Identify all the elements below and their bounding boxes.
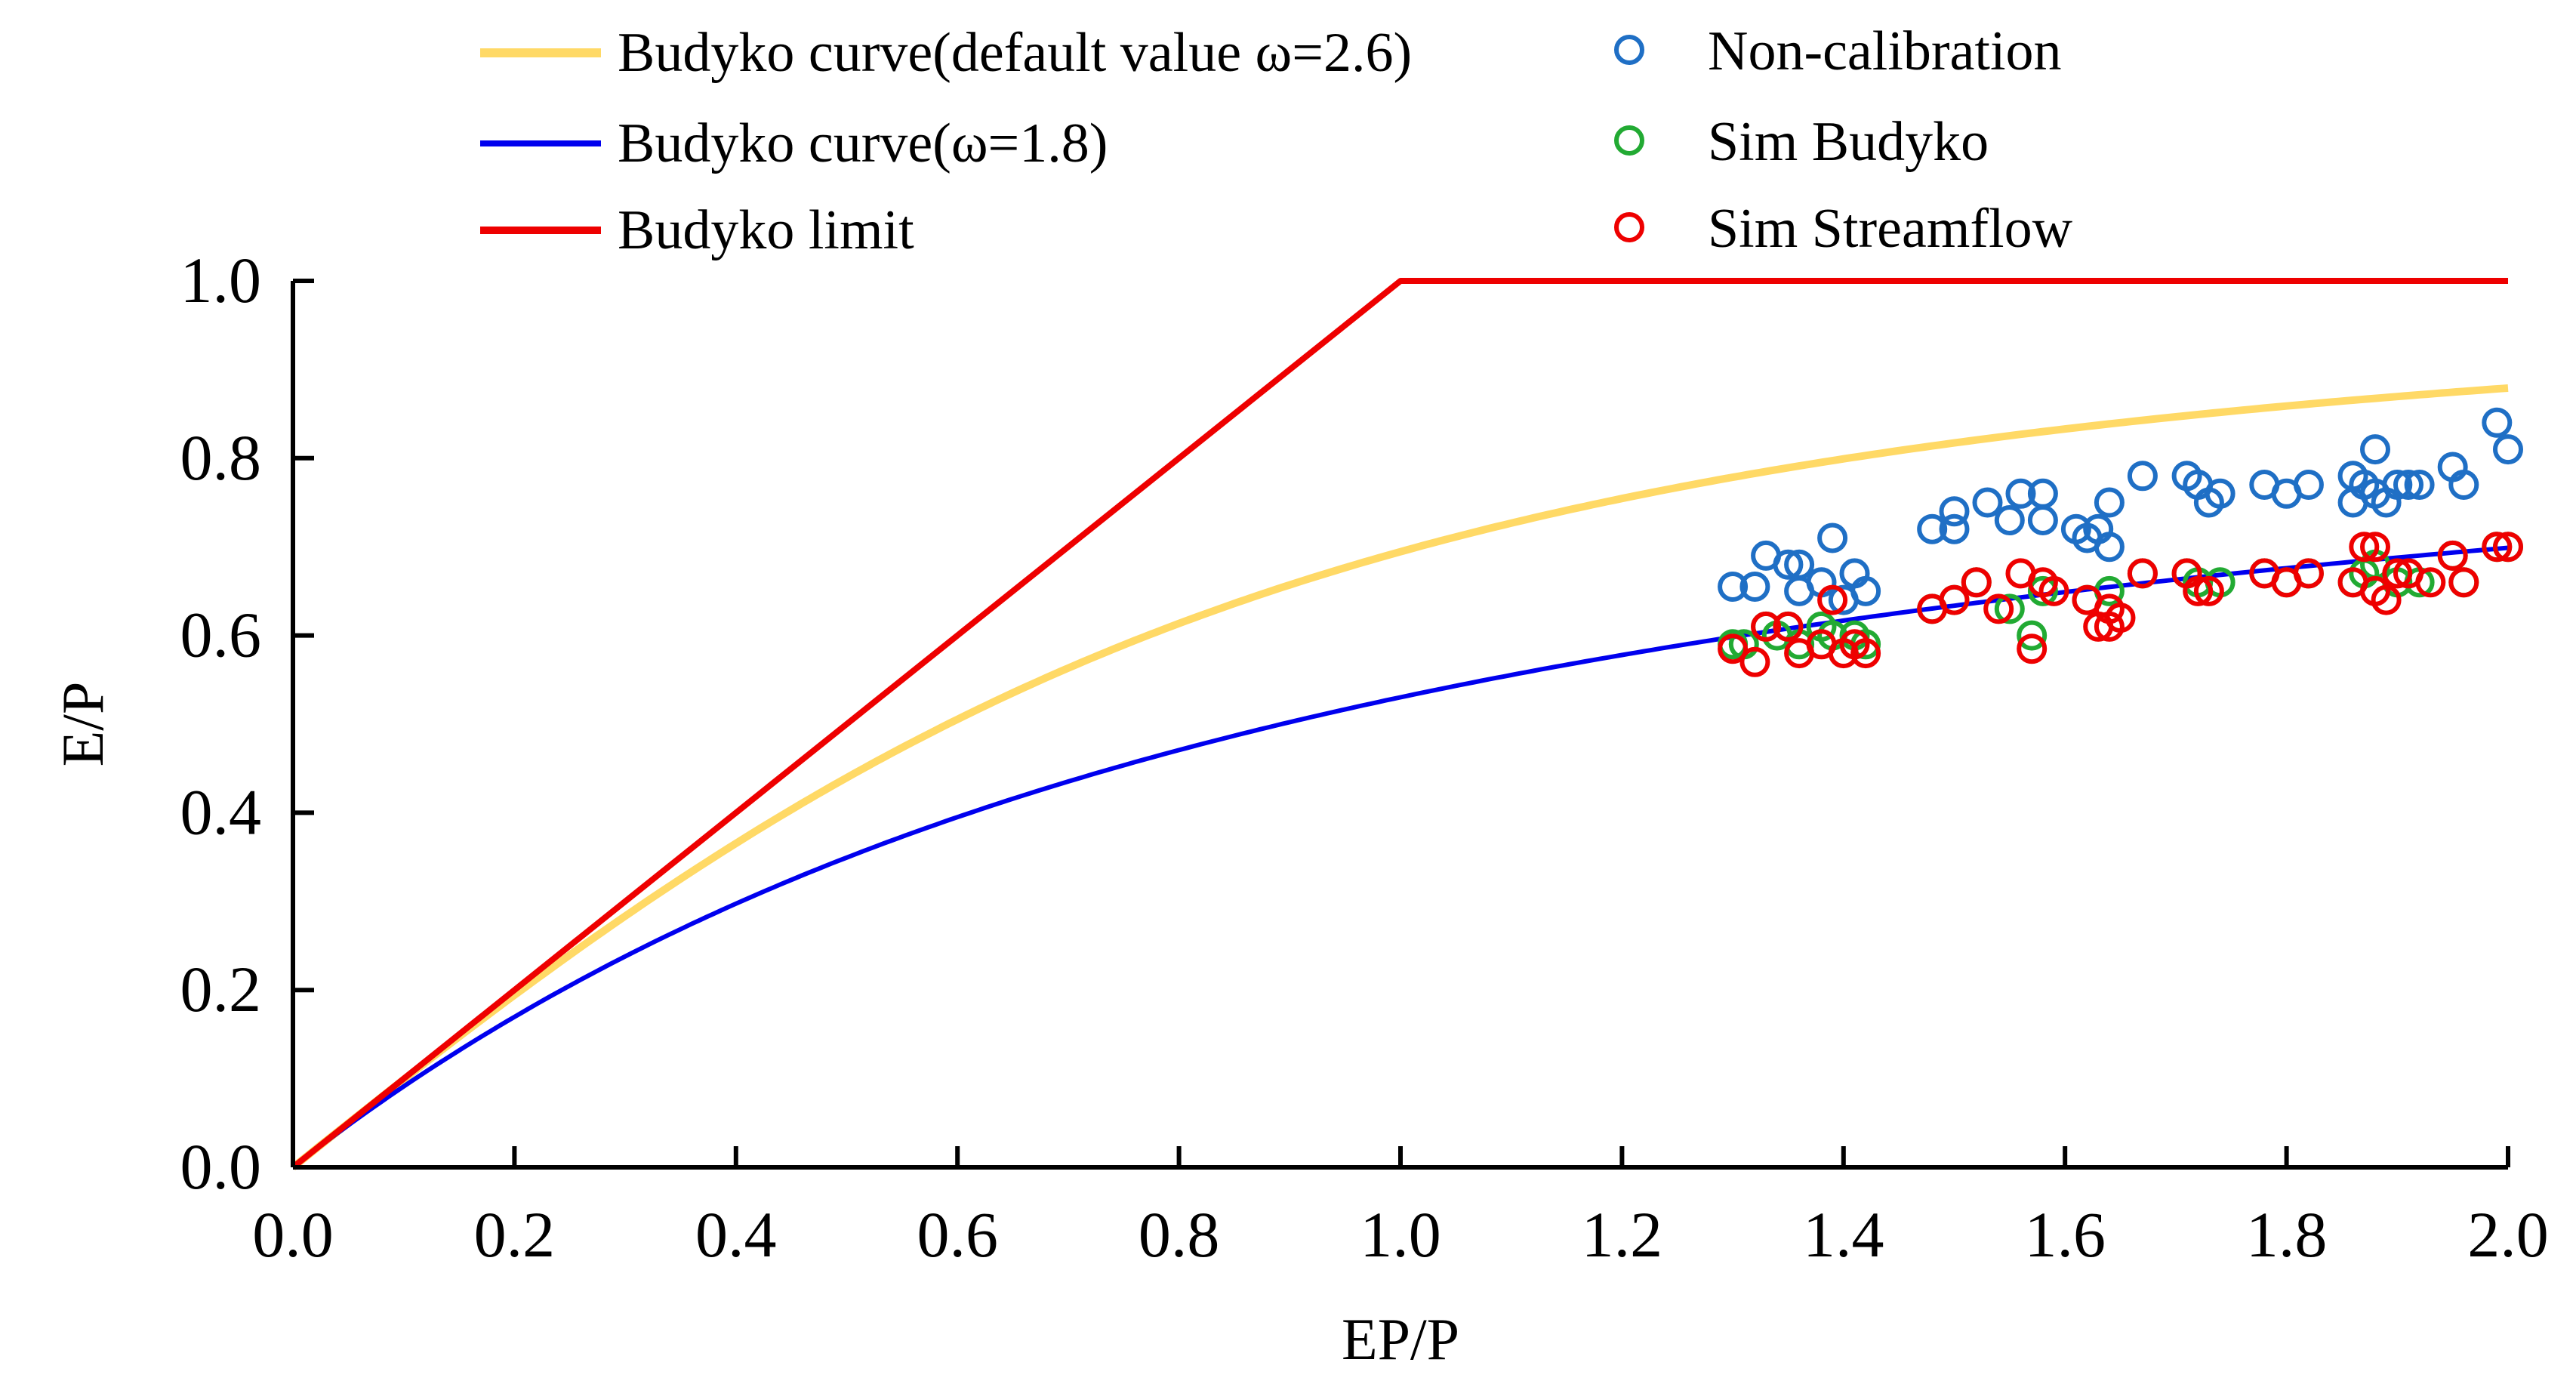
sim-streamflow-point bbox=[1850, 638, 1881, 669]
y-tick-label: 0.6 bbox=[180, 599, 262, 671]
sim-streamflow-point bbox=[2349, 532, 2380, 563]
x-tick-label: 0.2 bbox=[474, 1198, 556, 1271]
non-calibration-point bbox=[1718, 572, 1749, 602]
legend-label: Sim Streamflow bbox=[1708, 198, 2073, 260]
sim-streamflow-point bbox=[2193, 575, 2224, 606]
non-calibration-point bbox=[2127, 461, 2158, 492]
non-calibration-point bbox=[2293, 470, 2324, 500]
legend-label: Budyko curve(ω=1.8) bbox=[618, 113, 1108, 174]
sim-streamflow-point bbox=[2183, 575, 2214, 606]
y-tick-label: 1.0 bbox=[180, 244, 262, 316]
non-calibration-point bbox=[1784, 549, 1815, 580]
sim-streamflow-point bbox=[2382, 558, 2413, 589]
legend-label: Sim Budyko bbox=[1708, 111, 1989, 173]
budyko-curve-omega bbox=[291, 545, 2509, 1170]
sim-streamflow-point bbox=[2017, 633, 2048, 664]
sim-streamflow-point bbox=[1773, 611, 1804, 642]
non-calibration-point bbox=[2205, 478, 2236, 509]
non-calibration-point bbox=[1972, 487, 2003, 518]
sim-streamflow-point bbox=[2482, 532, 2513, 563]
non-calibration-point bbox=[2448, 470, 2479, 500]
x-tick-label: 1.6 bbox=[2024, 1198, 2106, 1271]
sim-budyko-point bbox=[2017, 620, 2048, 651]
sim-streamflow-point bbox=[2038, 575, 2069, 606]
non-calibration-point bbox=[2393, 470, 2423, 500]
sim-streamflow-point bbox=[1961, 567, 1992, 598]
y-tick-label: 0.8 bbox=[180, 421, 262, 494]
non-calibration-point bbox=[1817, 522, 1848, 553]
legend-marker-sim-streamflow-point bbox=[1614, 212, 1644, 242]
sim-streamflow-point bbox=[2360, 532, 2390, 563]
sim-streamflow-point bbox=[1817, 584, 1848, 615]
x-tick-label: 0.6 bbox=[917, 1198, 998, 1271]
sim-streamflow-point bbox=[2127, 558, 2158, 589]
non-calibration-point bbox=[2094, 532, 2125, 563]
non-calibration-point bbox=[1850, 575, 1881, 606]
non-calibration-point bbox=[1917, 513, 1948, 544]
x-tick-label: 0.0 bbox=[252, 1198, 334, 1271]
x-tick-label: 1.4 bbox=[1803, 1198, 1884, 1271]
non-calibration-point bbox=[2482, 407, 2513, 438]
legend-label: Budyko limit bbox=[618, 199, 914, 261]
non-calibration-point bbox=[2360, 434, 2390, 465]
non-calibration-point bbox=[2382, 470, 2413, 500]
axes: 0.0 0.2 0.4 0.6 0.8 1.0 1.2 1.4 1.6 1.8 2.0 0.0 0.2 0… bbox=[50, 244, 2549, 1372]
x-tick-label: 1.2 bbox=[1582, 1198, 1663, 1271]
non-calibration-point bbox=[2005, 478, 2036, 509]
budyko-lines bbox=[290, 278, 2509, 1170]
sim-streamflow-point bbox=[2293, 558, 2324, 589]
sim-streamflow-point bbox=[2437, 540, 2468, 571]
sim-streamflow-point bbox=[2493, 532, 2523, 563]
budyko-limit-line bbox=[291, 278, 2508, 1170]
legend-marker-sim-budyko-point bbox=[1614, 125, 1644, 156]
sim-streamflow-point bbox=[1739, 646, 1770, 677]
scatter-points bbox=[1718, 407, 2523, 677]
sim-streamflow-point bbox=[1983, 593, 2014, 624]
y-tick-label: 0.4 bbox=[180, 775, 262, 848]
legend: Budyko curve(default value ω=2.6) Budyko … bbox=[480, 20, 2073, 261]
non-calibration-point bbox=[1773, 549, 1804, 580]
sim-streamflow-point bbox=[1939, 584, 1970, 615]
y-tick-label: 0.2 bbox=[180, 953, 262, 1025]
sim-streamflow-point bbox=[1751, 611, 1782, 642]
x-axis-title: EP/P bbox=[1342, 1306, 1459, 1372]
legend-marker-non-calibration-point bbox=[1614, 35, 1644, 65]
non-calibration-point bbox=[2027, 505, 2058, 535]
non-calibration-point bbox=[1939, 513, 1970, 544]
x-tick-label: 1.8 bbox=[2246, 1198, 2328, 1271]
sim-streamflow-point bbox=[2371, 584, 2402, 615]
y-axis-title: E/P bbox=[50, 682, 116, 767]
legend-label: Budyko curve(default value ω=2.6) bbox=[618, 22, 1412, 84]
non-calibration-point bbox=[1739, 572, 1770, 602]
x-tick-label: 1.0 bbox=[1360, 1198, 1441, 1271]
non-calibration-point bbox=[2404, 470, 2435, 500]
non-calibration-point bbox=[2493, 434, 2523, 465]
budyko-curve-default bbox=[290, 384, 2509, 1170]
x-tick-label: 0.8 bbox=[1139, 1198, 1220, 1271]
x-tick-label: 0.4 bbox=[695, 1198, 777, 1271]
sim-streamflow-point bbox=[2105, 603, 2136, 633]
x-tick-label: 2.0 bbox=[2467, 1198, 2549, 1271]
sim-budyko-point bbox=[2027, 575, 2058, 606]
sim-budyko-point bbox=[1994, 593, 2025, 624]
non-calibration-point bbox=[1994, 505, 2025, 535]
non-calibration-point bbox=[2094, 487, 2125, 518]
sim-streamflow-point bbox=[2448, 567, 2479, 598]
legend-label: Non-calibration bbox=[1708, 20, 2062, 82]
non-calibration-point bbox=[1939, 496, 1970, 527]
y-tick-label: 0.0 bbox=[180, 1130, 262, 1203]
sim-streamflow-point bbox=[1718, 633, 1749, 664]
sim-streamflow-point bbox=[2415, 567, 2446, 598]
